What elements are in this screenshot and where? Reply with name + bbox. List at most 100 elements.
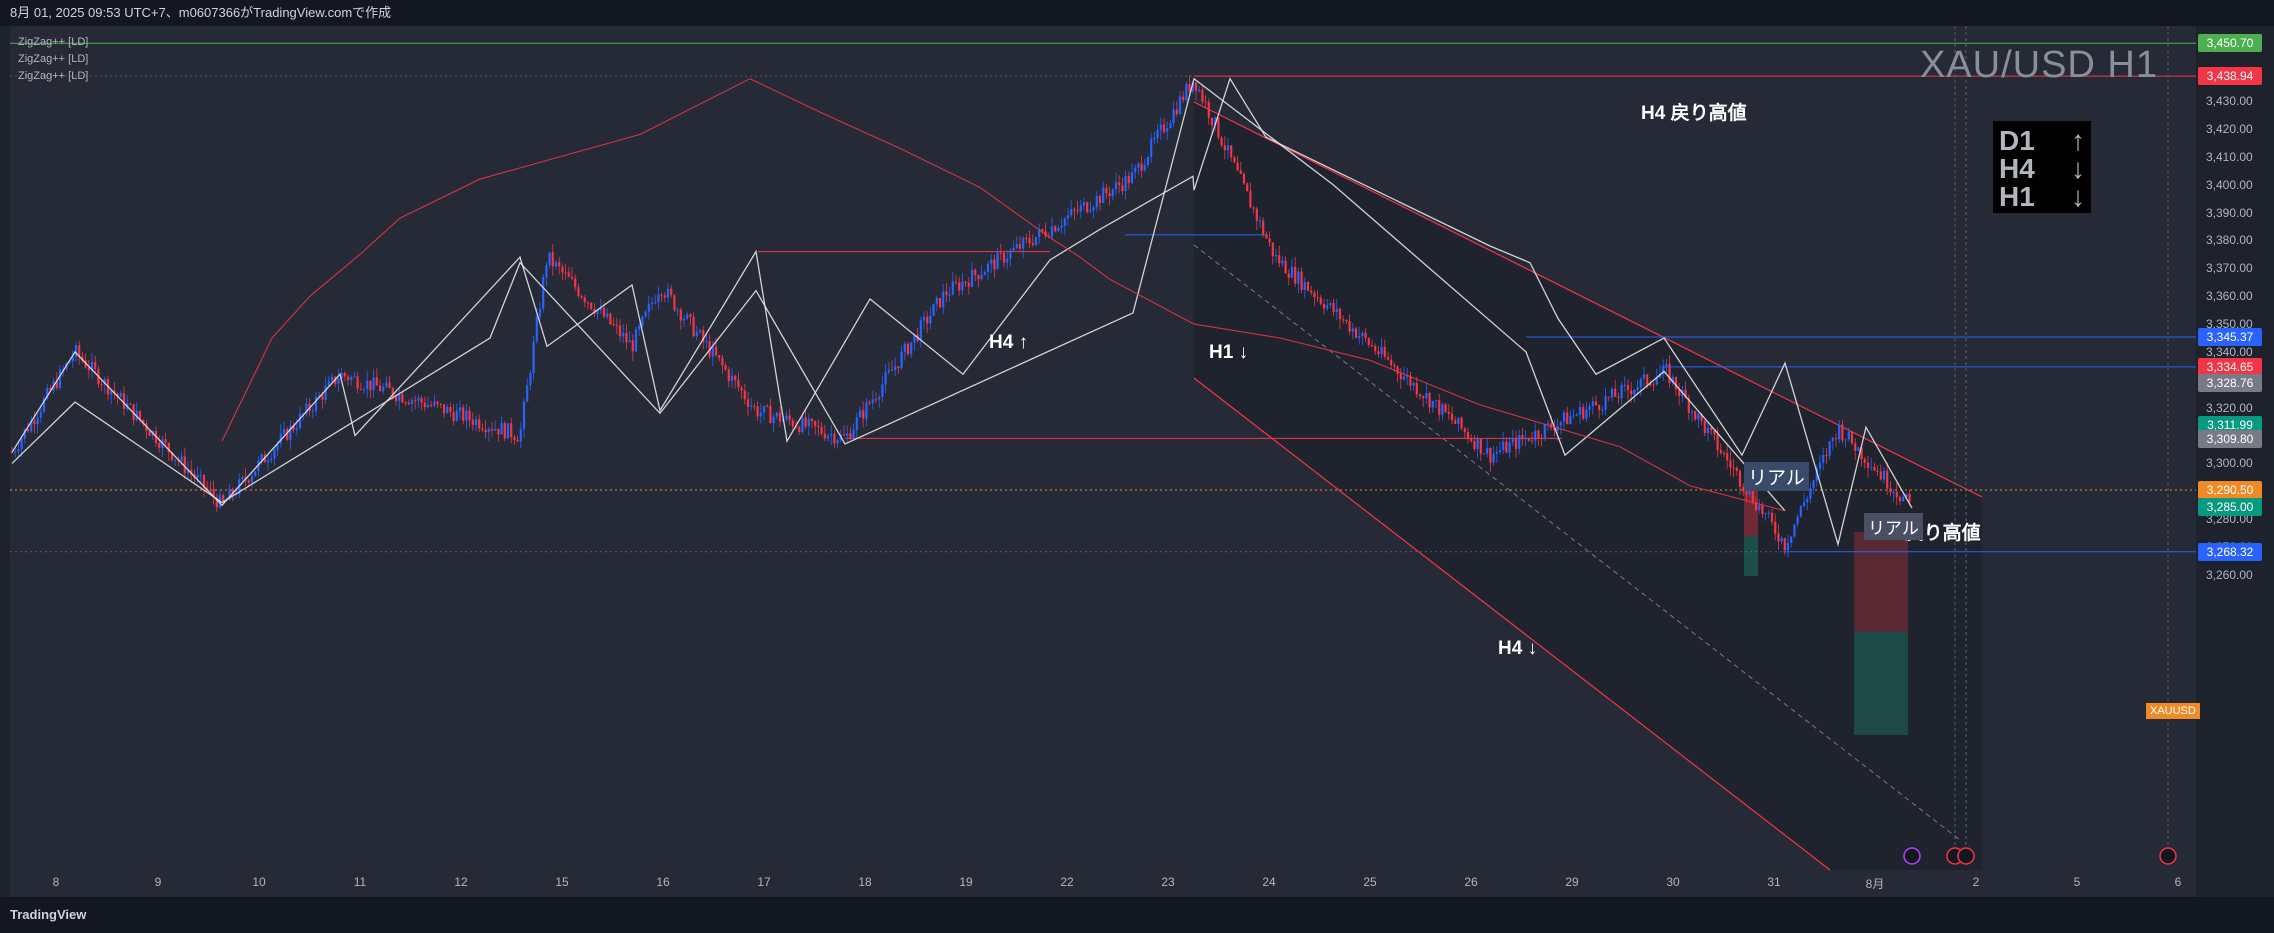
candle-body xyxy=(673,295,676,311)
candle-body xyxy=(932,304,935,316)
candle-body xyxy=(138,410,142,420)
candle-body xyxy=(1300,271,1303,290)
candle-body xyxy=(644,311,647,317)
candle-body xyxy=(759,412,762,417)
candle-body xyxy=(1553,427,1556,431)
candle-body xyxy=(647,303,650,312)
indicator-label[interactable]: ZigZag++ [LD] xyxy=(18,70,89,82)
candle-body xyxy=(612,323,615,325)
candle-body xyxy=(1678,389,1681,396)
candle-body xyxy=(913,334,916,343)
candle-body xyxy=(922,317,926,321)
candle-body xyxy=(804,417,807,427)
candle-body xyxy=(1393,365,1396,367)
candle-body xyxy=(1908,493,1911,503)
candle-body xyxy=(183,456,186,473)
candle-body xyxy=(532,341,535,374)
candle-body xyxy=(849,433,852,439)
candle-body xyxy=(698,330,702,332)
candle-body xyxy=(977,275,980,280)
candle-body xyxy=(967,282,970,287)
candle-body xyxy=(1767,512,1770,514)
candle-body xyxy=(583,297,586,303)
chart-header: 8月 01, 2025 09:53 UTC+7、m0607366がTrading… xyxy=(0,0,2274,26)
candle-body xyxy=(1719,450,1722,453)
price-tag: 3,285.00 xyxy=(2198,498,2262,517)
candle-body xyxy=(55,381,58,388)
x-tick-label: 9 xyxy=(154,875,162,889)
indicator-label[interactable]: ZigZag++ [LD] xyxy=(18,53,89,65)
candle-body xyxy=(1124,175,1127,191)
event-icon xyxy=(1957,847,1975,865)
candle-body xyxy=(865,401,868,419)
candle-body xyxy=(1290,266,1294,278)
candle-body xyxy=(679,309,682,321)
candle-body xyxy=(1236,162,1239,171)
candle-body xyxy=(394,396,398,401)
candle-body xyxy=(276,443,279,450)
candle-body xyxy=(826,435,830,439)
x-tick-label: 24 xyxy=(1262,875,1276,889)
candle-body xyxy=(375,377,378,386)
candle-body xyxy=(1089,210,1092,212)
candle-body xyxy=(433,401,436,406)
candle-body xyxy=(455,410,458,422)
candle-body xyxy=(58,369,62,388)
trend-tf: H1 xyxy=(1999,181,2035,212)
candle-body xyxy=(1614,388,1617,397)
candle-body xyxy=(1223,145,1226,151)
x-tick-label: 18 xyxy=(858,875,872,889)
chart-canvas[interactable] xyxy=(0,0,2274,897)
price-axis[interactable] xyxy=(2196,26,2274,897)
candle-body xyxy=(279,433,282,444)
candle-body xyxy=(1031,242,1034,245)
candle-body xyxy=(1396,366,1399,374)
candle-body xyxy=(1582,406,1585,419)
candle-body xyxy=(935,297,938,305)
candle-body xyxy=(753,405,756,407)
candle-body xyxy=(206,487,209,489)
x-tick-label: 8 xyxy=(52,875,60,889)
arrow-down-icon: ↓ xyxy=(2071,181,2085,212)
candle-body xyxy=(807,418,810,427)
candle-body xyxy=(846,433,849,436)
candle-body xyxy=(1114,182,1118,190)
candle-body xyxy=(1415,383,1418,395)
candle-body xyxy=(1703,420,1706,434)
candle-body xyxy=(270,458,273,461)
candle-body xyxy=(1482,453,1486,455)
candle-body xyxy=(1386,356,1390,360)
candle-body xyxy=(1566,412,1569,425)
candle-body xyxy=(1383,347,1386,357)
candle-body xyxy=(1786,543,1790,551)
candle-body xyxy=(711,346,714,357)
candle-body xyxy=(286,428,289,440)
candle-body xyxy=(385,382,388,387)
candle-body xyxy=(1201,89,1204,102)
candle-body xyxy=(1162,124,1166,132)
candle-body xyxy=(1742,486,1745,492)
candle-body xyxy=(590,302,593,309)
candle-body xyxy=(1870,467,1873,469)
candle-body xyxy=(68,361,71,364)
candle-body xyxy=(890,369,894,371)
candle-body xyxy=(1591,401,1594,407)
candle-body xyxy=(964,281,967,283)
candle-body xyxy=(1425,393,1428,399)
candle-body xyxy=(1172,109,1175,123)
candle-body xyxy=(756,406,759,417)
candle-body xyxy=(1847,431,1850,440)
candle-body xyxy=(42,398,46,412)
tradingview-logo[interactable]: TradingView xyxy=(10,907,87,922)
candle-body xyxy=(1367,338,1370,345)
candle-body xyxy=(929,315,932,324)
candle-body xyxy=(1770,512,1774,522)
candle-body xyxy=(993,259,996,270)
candle-body xyxy=(1684,389,1687,398)
candle-body xyxy=(1361,332,1364,336)
candle-body xyxy=(20,438,23,450)
candle-body xyxy=(801,417,804,432)
indicator-label[interactable]: ZigZag++ [LD] xyxy=(18,36,89,48)
candle-body xyxy=(1086,202,1089,212)
candle-body xyxy=(215,497,218,508)
